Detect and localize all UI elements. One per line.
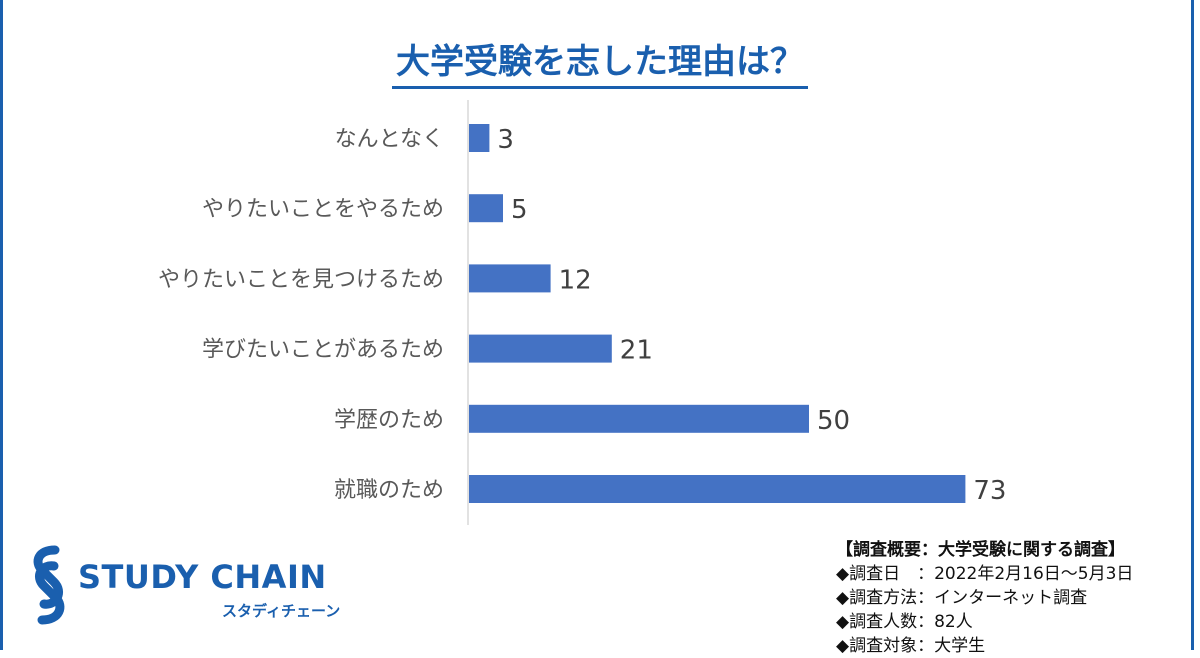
data-label: 12 — [559, 265, 592, 295]
data-label: 73 — [973, 476, 1006, 506]
category-label: なんとなく — [335, 127, 444, 152]
survey-row-count: ◆調査人数：82人 — [836, 612, 973, 632]
data-label: 21 — [620, 336, 653, 366]
bar — [469, 334, 612, 363]
survey-heading: 【調査概要：大学受験に関する調査】 — [836, 540, 1125, 560]
category-label: 学歴のため — [334, 408, 444, 433]
category-label: やりたいことを見つけるため — [158, 267, 444, 292]
category-label: やりたいことをやるため — [202, 197, 444, 222]
survey-summary: 【調査概要：大学受験に関する調査】 ◆調査日 ：2022年2月16日～5月3日 … — [836, 538, 1192, 658]
survey-row-method: ◆調査方法：インターネット調査 — [836, 588, 1088, 608]
category-label: 学びたいことがあるため — [202, 338, 444, 363]
study-chain-logo: STUDY CHAIN スタディチェーン — [24, 544, 384, 626]
chain-link-icon — [33, 545, 65, 625]
bar — [469, 404, 809, 433]
bar — [469, 194, 503, 223]
bar — [469, 264, 551, 293]
data-label: 3 — [497, 125, 514, 155]
data-label: 50 — [817, 406, 850, 436]
logo-wordmark: STUDY CHAIN — [78, 558, 327, 596]
survey-row-date: ◆調査日 ：2022年2月16日～5月3日 — [836, 564, 1134, 584]
data-label: 5 — [511, 195, 528, 225]
chart-title-text: 大学受験を志した理由は？ — [392, 40, 808, 89]
survey-row-target: ◆調査対象：大学生 — [836, 636, 986, 656]
category-label: 就職のため — [334, 478, 444, 503]
logo-subtitle: スタディチェーン — [222, 602, 341, 620]
bar — [469, 124, 490, 152]
chart-title: 大学受験を志した理由は？ — [0, 40, 1200, 89]
bar — [469, 475, 966, 503]
